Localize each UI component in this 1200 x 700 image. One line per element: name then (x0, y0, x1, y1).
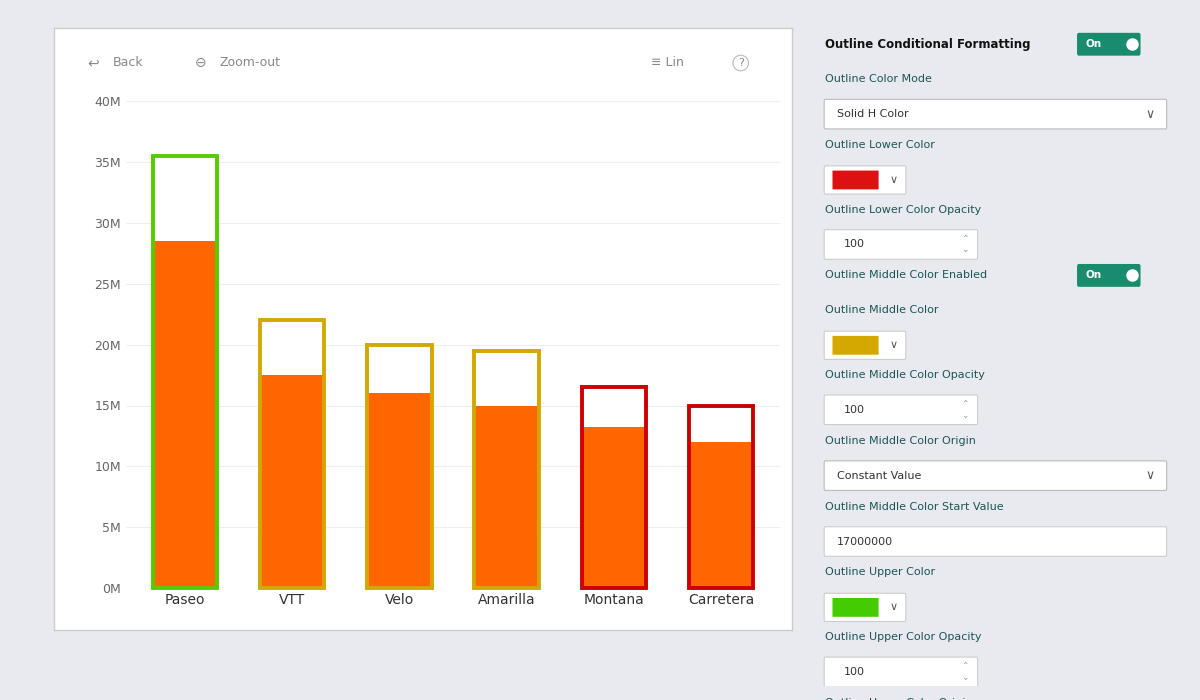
Bar (152, 156, 217, 588)
Bar (367, 393, 432, 588)
FancyBboxPatch shape (833, 171, 878, 190)
FancyBboxPatch shape (824, 657, 978, 687)
Text: Zoom-out: Zoom-out (220, 57, 281, 69)
Text: Constant Value: Constant Value (836, 470, 922, 481)
Bar (260, 375, 324, 588)
Bar (367, 344, 432, 393)
Text: Outline Upper Color: Outline Upper Color (826, 568, 936, 578)
Text: Outline Lower Color Opacity: Outline Lower Color Opacity (826, 204, 982, 215)
FancyBboxPatch shape (824, 99, 1166, 129)
Text: Solid H Color: Solid H Color (836, 109, 908, 119)
Bar (689, 442, 754, 588)
FancyBboxPatch shape (824, 331, 906, 359)
Text: 17000000: 17000000 (836, 536, 893, 547)
Text: On: On (1086, 270, 1102, 281)
Text: 100: 100 (845, 239, 865, 249)
FancyBboxPatch shape (824, 230, 978, 259)
Text: ∨: ∨ (889, 175, 898, 185)
Text: On: On (1086, 39, 1102, 49)
Text: Outline Lower Color: Outline Lower Color (826, 140, 935, 150)
Text: 100: 100 (845, 405, 865, 415)
Text: Outline Color Mode: Outline Color Mode (826, 74, 932, 84)
Text: Outline Middle Color Enabled: Outline Middle Color Enabled (826, 270, 988, 281)
Text: ⌄: ⌄ (961, 673, 968, 682)
FancyBboxPatch shape (1078, 264, 1140, 287)
Text: ≡ Lin: ≡ Lin (652, 57, 684, 69)
Bar (474, 351, 539, 405)
Bar (260, 321, 324, 588)
Text: ⌃: ⌃ (961, 400, 968, 409)
Text: ∨: ∨ (889, 340, 898, 350)
Text: ↩: ↩ (88, 56, 100, 70)
Bar (582, 387, 646, 428)
FancyBboxPatch shape (833, 336, 878, 355)
Text: 100: 100 (845, 667, 865, 677)
Text: ⊖: ⊖ (194, 56, 206, 70)
Bar (152, 241, 217, 588)
FancyBboxPatch shape (824, 166, 906, 194)
Bar (260, 321, 324, 375)
Text: ⌃: ⌃ (961, 662, 968, 671)
FancyBboxPatch shape (1078, 33, 1140, 56)
Text: Outline Conditional Formatting: Outline Conditional Formatting (826, 38, 1031, 50)
Bar (474, 405, 539, 588)
Text: Outline Upper Color Origin: Outline Upper Color Origin (826, 698, 973, 700)
Text: ⌄: ⌄ (961, 246, 968, 254)
FancyBboxPatch shape (824, 461, 1166, 491)
Text: Outline Middle Color Opacity: Outline Middle Color Opacity (826, 370, 985, 380)
Bar (689, 405, 754, 588)
Bar (367, 344, 432, 588)
Bar (689, 405, 754, 442)
Text: ?: ? (738, 58, 744, 68)
Bar (582, 428, 646, 588)
FancyBboxPatch shape (833, 598, 878, 617)
Text: ∨: ∨ (1146, 108, 1154, 120)
FancyBboxPatch shape (824, 594, 906, 622)
Text: ∨: ∨ (889, 603, 898, 612)
Text: ⌄: ⌄ (961, 411, 968, 420)
Bar (582, 387, 646, 588)
Text: Outline Middle Color: Outline Middle Color (826, 305, 938, 316)
Text: Outline Middle Color Origin: Outline Middle Color Origin (826, 435, 976, 446)
Text: Outline Upper Color Opacity: Outline Upper Color Opacity (826, 632, 982, 642)
FancyBboxPatch shape (824, 395, 978, 425)
FancyBboxPatch shape (824, 526, 1166, 556)
Text: Outline Middle Color Start Value: Outline Middle Color Start Value (826, 502, 1004, 512)
Bar (474, 351, 539, 588)
Bar (152, 156, 217, 241)
Text: ∨: ∨ (1146, 469, 1154, 482)
Text: Back: Back (113, 57, 143, 69)
Text: ⌃: ⌃ (961, 234, 968, 244)
